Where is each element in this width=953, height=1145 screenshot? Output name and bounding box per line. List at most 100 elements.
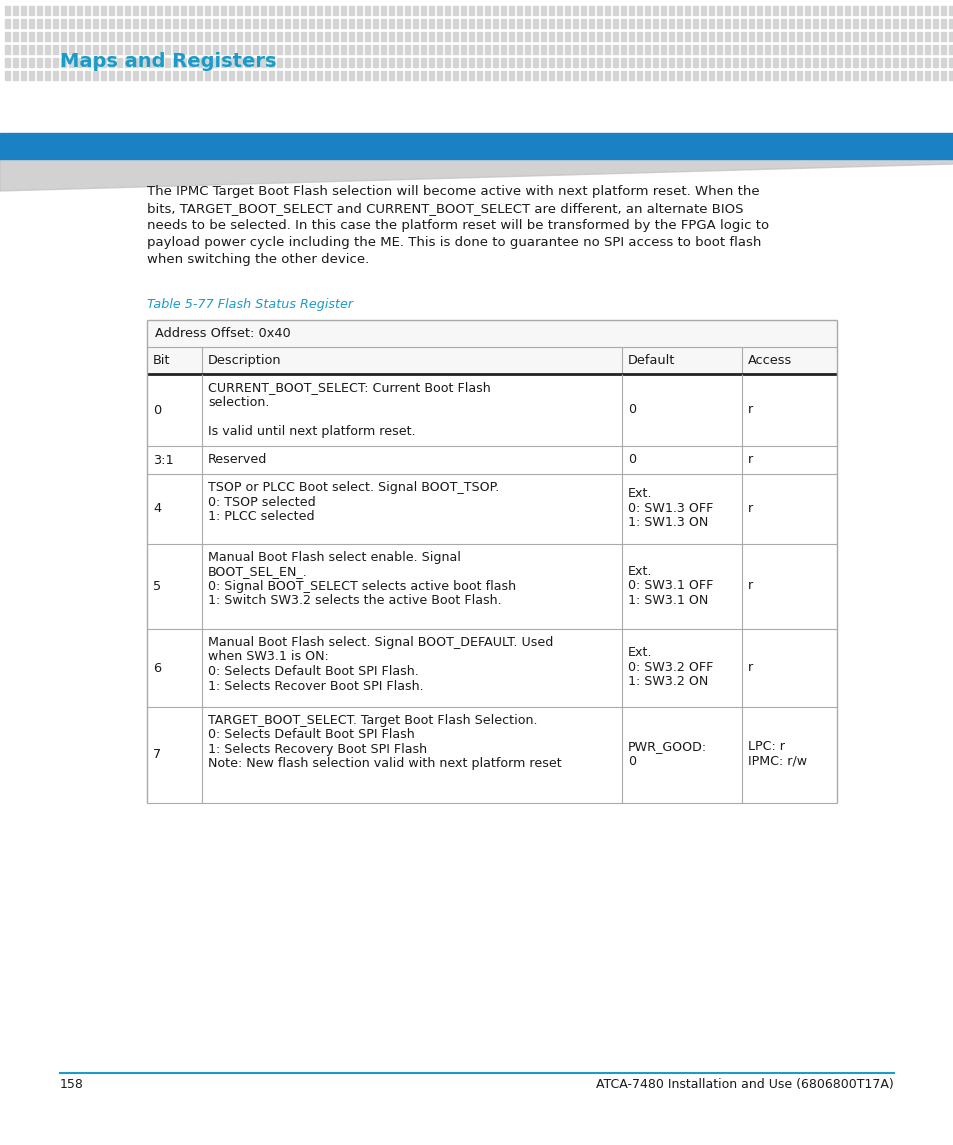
Bar [396, 6, 401, 15]
Bar [796, 32, 801, 41]
Bar [757, 45, 761, 54]
Bar [285, 45, 290, 54]
Bar [613, 45, 618, 54]
Bar [316, 32, 322, 41]
Bar [181, 6, 186, 15]
Bar [373, 45, 377, 54]
Bar [269, 19, 274, 27]
Bar [309, 6, 314, 15]
Bar [908, 32, 913, 41]
Bar [644, 58, 649, 68]
Bar [293, 19, 297, 27]
Bar [429, 6, 434, 15]
Bar [172, 45, 178, 54]
Text: Default: Default [627, 354, 675, 368]
Text: TSOP or PLCC Boot select. Signal BOOT_TSOP.: TSOP or PLCC Boot select. Signal BOOT_TS… [208, 481, 498, 493]
Text: r: r [747, 403, 753, 416]
Bar [125, 32, 130, 41]
Text: IPMC: r/w: IPMC: r/w [747, 755, 806, 768]
Bar [77, 32, 82, 41]
Bar [165, 6, 170, 15]
Bar [772, 58, 778, 68]
Bar [692, 6, 698, 15]
Bar [668, 32, 673, 41]
Bar [189, 58, 193, 68]
Bar [109, 6, 113, 15]
Bar [396, 45, 401, 54]
Bar [908, 58, 913, 68]
Bar [356, 19, 361, 27]
Bar [821, 19, 825, 27]
Bar [365, 71, 370, 80]
Bar [37, 19, 42, 27]
Bar [484, 71, 490, 80]
Text: r: r [747, 579, 753, 592]
Bar [0, 133, 953, 159]
Bar [940, 45, 945, 54]
Bar [604, 6, 609, 15]
Text: 0: Signal BOOT_SELECT selects active boot flash: 0: Signal BOOT_SELECT selects active boo… [208, 581, 516, 593]
Bar [373, 32, 377, 41]
Bar [21, 71, 26, 80]
Bar [692, 58, 698, 68]
Bar [932, 71, 937, 80]
Text: Note: New flash selection valid with next platform reset: Note: New flash selection valid with nex… [208, 758, 561, 771]
Bar [420, 45, 426, 54]
Bar [613, 19, 618, 27]
Bar [781, 32, 785, 41]
Bar [876, 71, 882, 80]
Bar [356, 58, 361, 68]
Bar [740, 19, 745, 27]
Bar [892, 45, 897, 54]
Bar [781, 58, 785, 68]
Bar [147, 347, 836, 374]
Text: 1: SW3.1 ON: 1: SW3.1 ON [627, 594, 707, 607]
Bar [524, 19, 530, 27]
Bar [908, 71, 913, 80]
Bar [924, 45, 929, 54]
Bar [717, 45, 721, 54]
Bar [597, 45, 601, 54]
Bar [157, 32, 162, 41]
Bar [85, 45, 90, 54]
Bar [876, 45, 882, 54]
Bar [788, 58, 793, 68]
Bar [373, 19, 377, 27]
Bar [757, 71, 761, 80]
Text: The IPMC Target Boot Flash selection will become active with next platform reset: The IPMC Target Boot Flash selection wil… [147, 185, 759, 198]
Bar [717, 19, 721, 27]
Bar [380, 71, 386, 80]
Bar [45, 58, 50, 68]
Bar [389, 58, 394, 68]
Bar [245, 6, 250, 15]
Bar [221, 71, 226, 80]
Bar [396, 32, 401, 41]
Bar [652, 45, 658, 54]
Bar [500, 45, 505, 54]
Bar [269, 6, 274, 15]
Bar [389, 19, 394, 27]
Bar [101, 19, 106, 27]
Bar [540, 58, 545, 68]
Text: Bit: Bit [152, 354, 171, 368]
Bar [236, 71, 242, 80]
Bar [509, 6, 514, 15]
Bar [812, 71, 817, 80]
Bar [932, 58, 937, 68]
Bar [708, 71, 713, 80]
Bar [524, 6, 530, 15]
Bar [229, 6, 233, 15]
Bar [269, 45, 274, 54]
Bar [557, 32, 561, 41]
Bar [940, 6, 945, 15]
Bar [493, 71, 497, 80]
Bar [700, 32, 705, 41]
Bar [748, 19, 753, 27]
Bar [125, 45, 130, 54]
Bar [677, 58, 681, 68]
Bar [141, 32, 146, 41]
Bar [772, 6, 778, 15]
Bar [349, 45, 354, 54]
Bar [85, 58, 90, 68]
Bar [796, 6, 801, 15]
